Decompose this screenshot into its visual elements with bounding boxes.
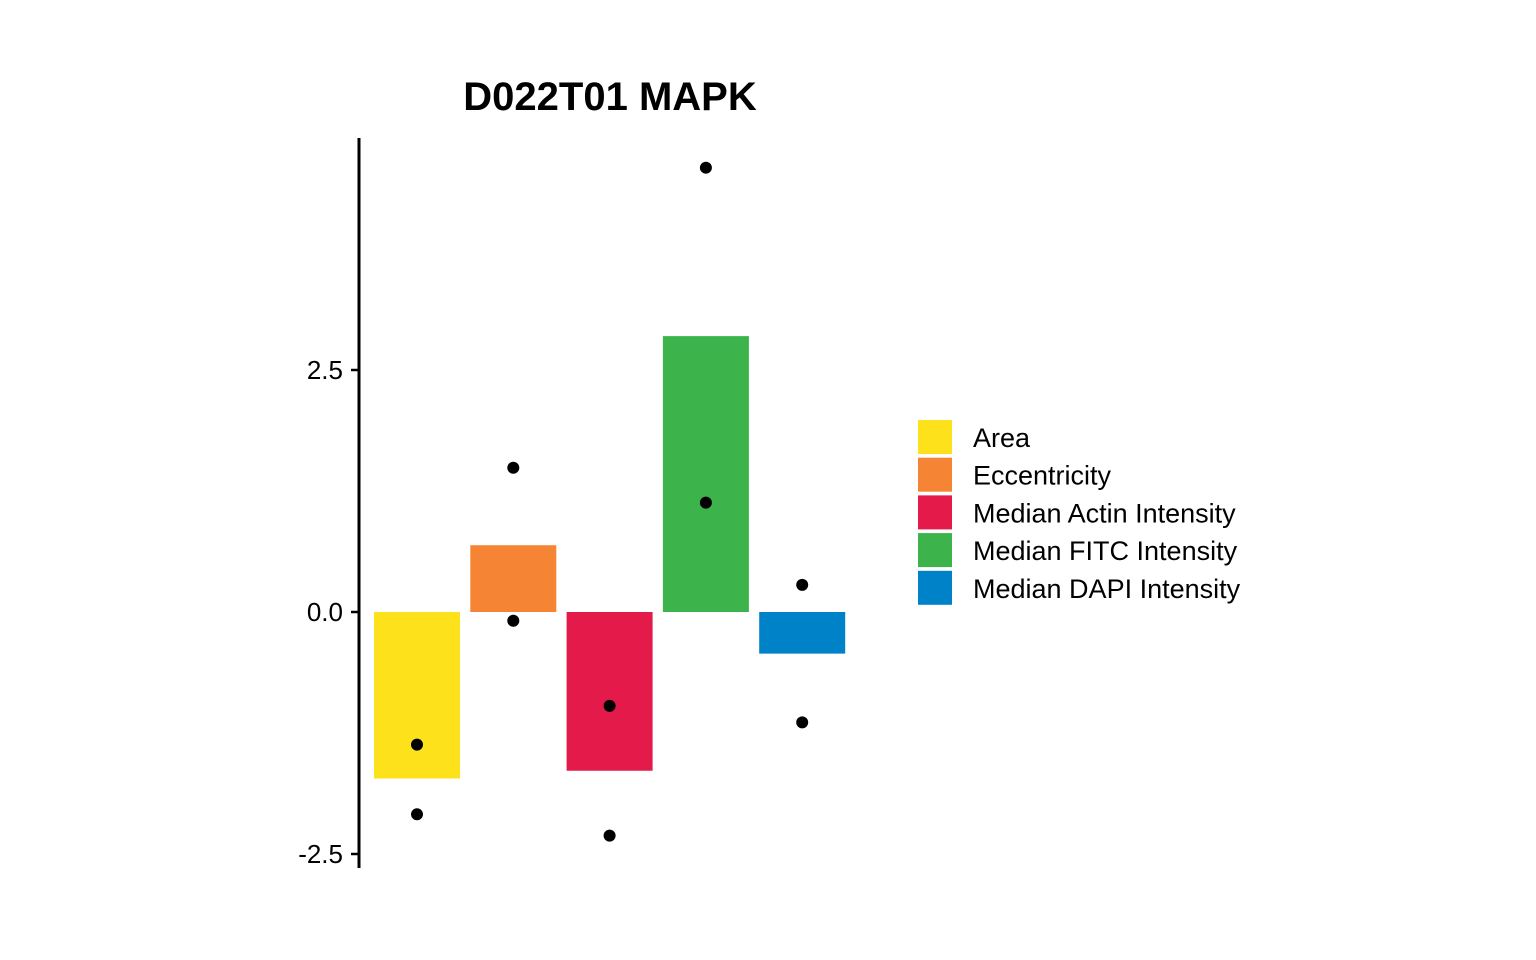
legend-label: Median Actin Intensity [973,498,1236,528]
legend-swatch [918,495,952,530]
legend: Area Eccentricity Median Actin Intensity Me… [918,420,1241,605]
data-point [699,496,712,509]
y-tick-label: 2.5 [307,355,343,385]
bar-median-dapi-intensity [759,612,846,654]
bar-median-fitc-intensity [662,336,749,612]
data-point [411,808,423,821]
legend-label: Area [973,423,1031,453]
data-point [507,461,520,474]
legend-swatch [918,420,952,454]
data-point [603,829,616,842]
data-point [507,614,520,627]
bar-eccentricity [470,545,557,612]
bars-layer [374,336,846,779]
chart-title: D022T01 MAPK [463,75,757,119]
points-layer [411,161,809,842]
y-tick-label: 0.0 [307,597,343,627]
legend-label: Eccentricity [973,461,1112,491]
data-point [411,738,423,751]
legend-swatch [918,533,952,568]
legend-swatch [918,570,952,605]
legend-label: Median DAPI Intensity [973,574,1241,604]
data-point [699,161,712,174]
bar-median-actin-intensity [566,612,653,771]
y-axis-ticks: 2.5 0.0 -2.5 [298,355,359,869]
legend-swatch [918,457,952,492]
data-point [796,578,809,591]
legend-label: Median FITC Intensity [973,536,1238,566]
data-point [796,716,809,729]
bar-area [374,612,460,779]
data-point [603,699,616,712]
y-tick-label: -2.5 [298,839,343,869]
